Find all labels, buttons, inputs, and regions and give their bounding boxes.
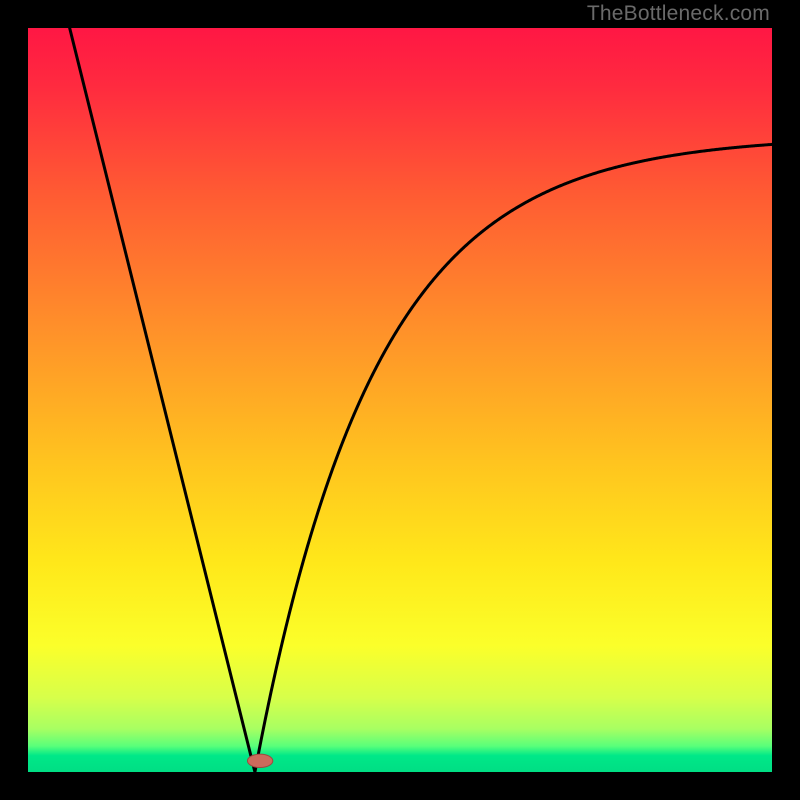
optimal-point-marker — [247, 754, 272, 767]
watermark-text: TheBottleneck.com — [587, 2, 770, 26]
chart-stage: TheBottleneck.com — [0, 0, 800, 800]
chart-gradient-background — [28, 28, 772, 772]
bottleneck-chart — [0, 0, 800, 800]
